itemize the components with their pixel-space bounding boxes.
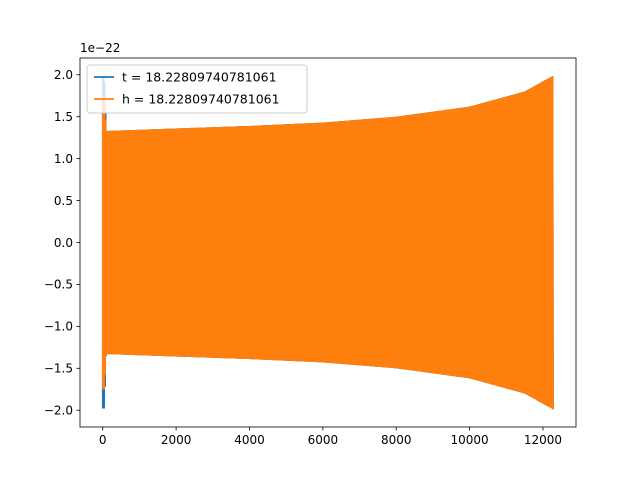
y-tick-label: 0.0	[54, 236, 73, 250]
y-tick-label: 1.5	[54, 110, 73, 124]
y-axis-ticks: −2.0 −1.5 −1.0 −0.5 0.0 0.5 1.0 1.5 2.0	[44, 68, 80, 418]
x-tick-label: 6000	[308, 433, 339, 447]
x-tick-label: 0	[99, 433, 107, 447]
series-layer	[101, 76, 554, 410]
x-tick-label: 4000	[234, 433, 265, 447]
legend-label: t = 18.22809740781061	[122, 70, 277, 85]
y-tick-label: −1.0	[44, 320, 73, 334]
series-line	[102, 76, 554, 410]
series-h	[101, 76, 554, 410]
y-tick-label: −0.5	[44, 278, 73, 292]
y-axis-offset-text: 1e−22	[80, 41, 120, 55]
legend: t = 18.22809740781061 h = 18.228097407810…	[86, 64, 308, 114]
y-tick-label: 1.0	[54, 152, 73, 166]
x-axis-ticks: 0 2000 4000 6000 8000 10000 12000	[99, 427, 562, 447]
y-tick-label: −1.5	[44, 362, 73, 376]
y-tick-label: 0.5	[54, 194, 73, 208]
x-tick-label: 10000	[451, 433, 489, 447]
y-tick-label: −2.0	[44, 404, 73, 418]
y-tick-label: 2.0	[54, 68, 73, 82]
legend-label: h = 18.22809740781061	[122, 92, 280, 107]
legend-box	[86, 64, 308, 114]
x-tick-label: 12000	[524, 433, 562, 447]
x-tick-label: 2000	[161, 433, 192, 447]
x-tick-label: 8000	[381, 433, 412, 447]
